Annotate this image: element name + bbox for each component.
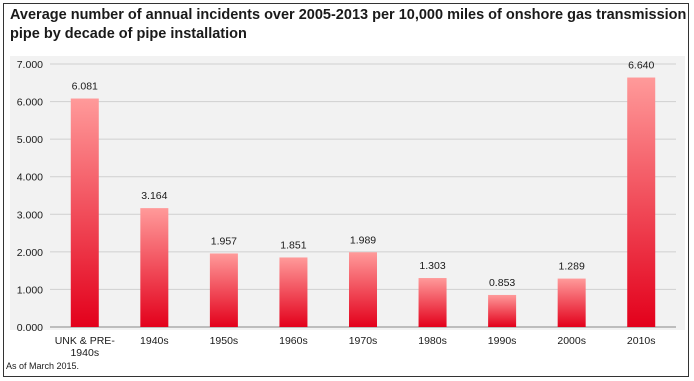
- data-label: 0.853: [489, 277, 515, 289]
- chart-title: Average number of annual incidents over …: [10, 6, 690, 44]
- bar: [209, 253, 238, 327]
- chart-title-line-1: Average number of annual incidents over …: [10, 7, 687, 23]
- data-label: 1.303: [419, 260, 445, 272]
- x-tick-label: 2010s: [627, 335, 656, 347]
- data-labels: 6.081 3.164 1.957 1.851 1.989 1.303 0.853 1.289…: [72, 60, 655, 289]
- data-label: 1.957: [211, 235, 237, 247]
- y-tick-label: 2.000: [17, 247, 43, 259]
- y-tick-label: 0.000: [17, 322, 43, 334]
- x-tick-label: 1970s: [349, 335, 378, 347]
- x-tick-label: 1960s: [279, 335, 308, 347]
- x-tick-label: 1940s: [70, 347, 99, 359]
- x-tick-label: 1940s: [140, 335, 169, 347]
- bar: [70, 98, 99, 328]
- x-tick-label: 1980s: [418, 335, 447, 347]
- data-label: 6.640: [628, 60, 654, 72]
- bar: [349, 252, 377, 327]
- bar: [418, 278, 447, 327]
- footnote: As of March 2015.: [6, 361, 80, 371]
- y-tick-label: 3.000: [17, 209, 43, 221]
- bar: [557, 278, 586, 327]
- data-label: 1.851: [280, 239, 306, 251]
- y-tick-label: 4.000: [17, 172, 43, 184]
- y-tick-label: 1.000: [17, 284, 43, 296]
- x-tick-label: 1950s: [210, 335, 239, 347]
- data-label: 1.989: [350, 234, 376, 246]
- bar: [488, 294, 517, 327]
- data-label: 6.081: [72, 81, 98, 93]
- y-tick-label: 7.000: [17, 59, 43, 71]
- data-label: 3.164: [141, 190, 167, 202]
- bars: [70, 77, 656, 328]
- bar: [279, 257, 308, 327]
- chart-title-line-2: pipe by decade of pipe installation: [10, 26, 247, 42]
- bar: [627, 77, 656, 327]
- y-tick-label: 6.000: [17, 97, 43, 109]
- bar: [140, 208, 169, 327]
- y-tick-label: 5.000: [17, 134, 43, 146]
- data-label: 1.289: [559, 261, 585, 273]
- x-tick-label: UNK & PRE-: [55, 335, 116, 347]
- x-tick-label: 1990s: [488, 335, 517, 347]
- x-tick-label: 2000s: [557, 335, 586, 347]
- y-axis-ticks: 0.000 1.000 2.000 3.000 4.000 5.000 6.000 7.000: [17, 59, 43, 334]
